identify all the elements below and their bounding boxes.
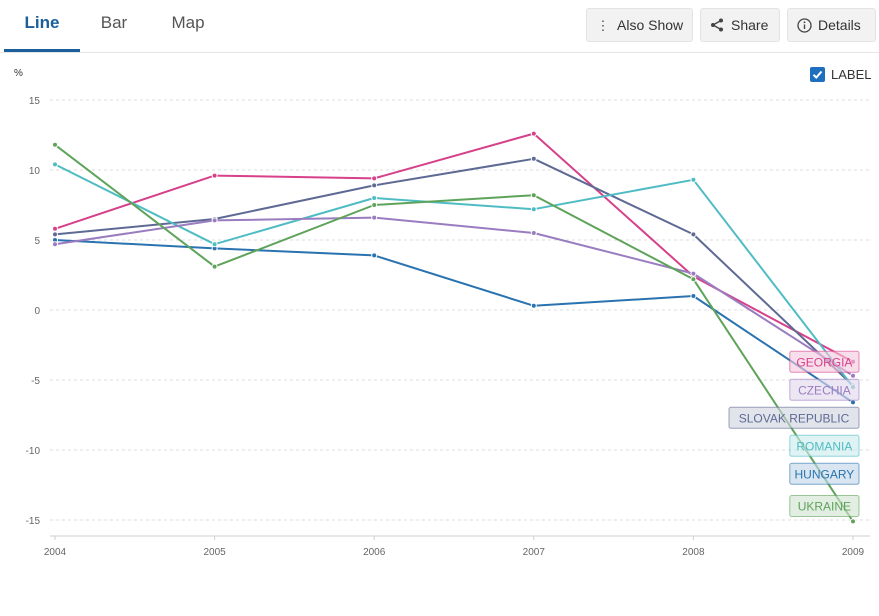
end-label-text: GEORGIA	[796, 355, 852, 369]
x-tick-label: 2004	[44, 547, 67, 558]
info-icon	[796, 10, 812, 42]
end-label-text: UKRAINE	[798, 500, 851, 514]
share-label: Share	[731, 17, 769, 33]
tab-bar[interactable]: Bar	[100, 13, 128, 32]
tab-line[interactable]: Line	[4, 0, 80, 52]
checkmark-icon	[812, 70, 823, 79]
x-tick-label: 2009	[842, 547, 865, 558]
data-point[interactable]	[371, 195, 378, 201]
y-axis-unit: %	[14, 68, 23, 79]
data-point[interactable]	[52, 141, 58, 148]
y-tick-label: -10	[26, 446, 41, 457]
end-label-text: HUNGARY	[795, 467, 855, 481]
series-line-slovak-republic[interactable]	[54, 157, 854, 387]
details-label: Details	[818, 17, 861, 33]
series-line-romania[interactable]	[54, 163, 854, 388]
y-tick-label: 5	[34, 236, 40, 247]
series-end-labels: GEORGIA CZECHIA SLOVAK REPUBLIC ROMANIA HUNG…	[728, 350, 860, 517]
also-show-button[interactable]: ⋮ Also Show	[586, 8, 693, 42]
gridlines	[50, 99, 870, 521]
y-tick-label: 15	[29, 96, 41, 107]
also-show-label: Also Show	[617, 17, 684, 33]
data-point[interactable]	[690, 276, 697, 283]
data-point[interactable]	[371, 202, 378, 208]
label-toggle-text: LABEL	[831, 67, 872, 82]
share-icon	[709, 10, 725, 42]
data-point[interactable]	[690, 293, 697, 299]
data-point[interactable]	[690, 270, 697, 277]
end-label-slovak-republic: SLOVAK REPUBLIC	[728, 406, 860, 429]
data-point[interactable]	[690, 231, 697, 238]
end-label-czechia: CZECHIA	[789, 378, 860, 401]
data-point[interactable]	[530, 155, 537, 162]
y-tick-label: 0	[34, 306, 40, 317]
share-button[interactable]: Share	[700, 8, 780, 42]
data-point[interactable]	[850, 518, 856, 525]
tab-map[interactable]: Map	[171, 13, 205, 32]
y-tick-label: -5	[31, 376, 40, 387]
data-point[interactable]	[850, 372, 856, 379]
data-point[interactable]	[371, 175, 378, 182]
x-tick-label: 2007	[523, 547, 546, 558]
data-point[interactable]	[530, 230, 537, 236]
view-tabs: Line Bar Map ⋮ Also Show Share Details	[0, 0, 879, 53]
data-point[interactable]	[530, 192, 537, 199]
data-point[interactable]	[52, 161, 58, 168]
data-point[interactable]	[690, 176, 697, 183]
end-label-romania: ROMANIA	[789, 434, 860, 457]
data-point[interactable]	[52, 225, 58, 232]
series-line-hungary[interactable]	[54, 239, 854, 404]
series	[52, 130, 856, 525]
end-label-text: CZECHIA	[798, 383, 851, 397]
label-checkbox[interactable]	[810, 67, 825, 82]
series-line-ukraine[interactable]	[54, 144, 854, 522]
details-button[interactable]: Details	[787, 8, 876, 42]
data-point[interactable]	[211, 172, 218, 179]
end-label-georgia: GEORGIA	[789, 350, 860, 373]
data-point[interactable]	[211, 241, 218, 248]
x-tick-label: 2008	[682, 547, 705, 558]
end-label-text: SLOVAK REPUBLIC	[739, 411, 850, 425]
data-point[interactable]	[371, 182, 378, 189]
vertical-dots-icon: ⋮	[596, 18, 610, 33]
data-point[interactable]	[211, 217, 218, 224]
data-point[interactable]	[211, 263, 218, 270]
x-tick-label: 2005	[203, 547, 226, 558]
data-point[interactable]	[52, 231, 58, 238]
data-point[interactable]	[530, 130, 537, 137]
data-point[interactable]	[530, 302, 537, 309]
y-tick-label: 10	[29, 166, 41, 177]
data-point[interactable]	[52, 241, 58, 248]
end-label-text: ROMANIA	[796, 439, 852, 453]
end-label-hungary: HUNGARY	[789, 462, 860, 485]
series-line-georgia[interactable]	[54, 132, 854, 363]
end-label-ukraine: UKRAINE	[789, 495, 860, 517]
data-point[interactable]	[371, 252, 378, 259]
data-point[interactable]	[371, 214, 378, 221]
x-tick-label: 2006	[363, 547, 386, 558]
series-line-czechia[interactable]	[54, 216, 854, 377]
axes: % 15 10 5 0 -5 -10 -15 2004 2005 2006 2007 2008 2009	[14, 68, 870, 558]
y-tick-label: -15	[26, 516, 41, 527]
data-point[interactable]	[530, 206, 537, 213]
